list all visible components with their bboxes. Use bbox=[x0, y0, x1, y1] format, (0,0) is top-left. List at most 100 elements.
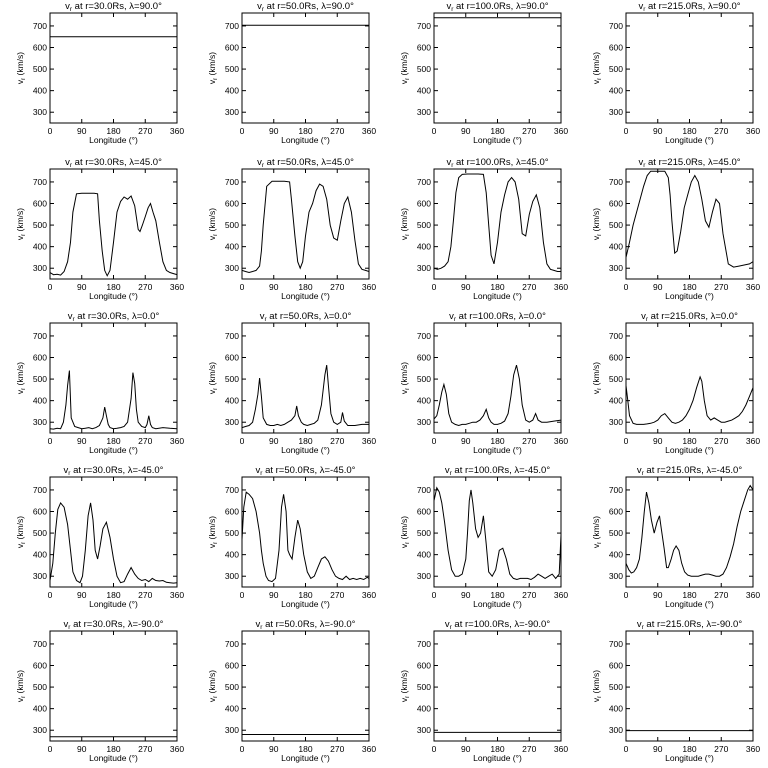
x-tick-label: 180 bbox=[490, 126, 504, 136]
x-tick-label: 180 bbox=[682, 126, 696, 136]
y-tick-label: 700 bbox=[417, 331, 431, 341]
x-tick-label: 90 bbox=[269, 744, 279, 754]
y-tick-label: 700 bbox=[33, 331, 47, 341]
chart-panel: 0 90 180 270 360 300 400 500 600 700 vr at r=215.0… bbox=[591, 1, 760, 145]
x-tick-label: 360 bbox=[746, 436, 760, 446]
y-axis-label: vr (km/s) bbox=[399, 362, 411, 394]
x-axis-label: Longitude (°) bbox=[89, 753, 138, 763]
y-tick-label: 300 bbox=[417, 417, 431, 427]
x-tick-label: 270 bbox=[138, 436, 152, 446]
x-tick-label: 180 bbox=[298, 282, 312, 292]
y-tick-label: 300 bbox=[225, 107, 239, 117]
y-tick-label: 600 bbox=[609, 43, 623, 53]
y-tick-label: 600 bbox=[225, 661, 239, 671]
x-tick-label: 0 bbox=[624, 590, 629, 600]
y-axis-label: vr (km/s) bbox=[15, 670, 27, 702]
y-axis-label: vr (km/s) bbox=[399, 208, 411, 240]
y-tick-label: 400 bbox=[609, 704, 623, 714]
y-tick-label: 700 bbox=[417, 485, 431, 495]
x-tick-label: 180 bbox=[298, 744, 312, 754]
x-tick-label: 270 bbox=[714, 744, 728, 754]
y-tick-label: 400 bbox=[609, 86, 623, 96]
x-axis-label: Longitude (°) bbox=[473, 445, 522, 455]
y-tick-label: 500 bbox=[609, 220, 623, 230]
x-tick-label: 180 bbox=[490, 744, 504, 754]
y-tick-label: 700 bbox=[609, 21, 623, 31]
y-tick-label: 300 bbox=[33, 107, 47, 117]
x-tick-label: 360 bbox=[554, 282, 568, 292]
x-tick-label: 90 bbox=[77, 590, 87, 600]
series-line bbox=[50, 501, 177, 584]
x-tick-label: 90 bbox=[77, 436, 87, 446]
x-tick-label: 270 bbox=[330, 744, 344, 754]
plot-frame bbox=[433, 476, 562, 588]
x-axis-label: Longitude (°) bbox=[473, 753, 522, 763]
chart-panel: 0 90 180 270 360 300 400 500 600 700 vr at r=30.0R… bbox=[15, 465, 184, 609]
chart-panel: 0 90 180 270 360 300 400 500 600 700 vr at r=100.0… bbox=[399, 1, 568, 145]
chart-title: vr at r=215.0Rs, λ=-90.0° bbox=[637, 619, 742, 631]
y-axis-label: vr (km/s) bbox=[591, 362, 603, 394]
y-tick-label: 600 bbox=[609, 353, 623, 363]
y-tick-label: 600 bbox=[33, 507, 47, 517]
y-tick-label: 400 bbox=[417, 86, 431, 96]
y-tick-label: 500 bbox=[417, 220, 431, 230]
y-tick-label: 700 bbox=[417, 21, 431, 31]
x-axis-label: Longitude (°) bbox=[281, 291, 330, 301]
y-tick-label: 600 bbox=[33, 353, 47, 363]
y-tick-label: 300 bbox=[225, 263, 239, 273]
y-tick-label: 500 bbox=[417, 528, 431, 538]
y-axis-label: vr (km/s) bbox=[399, 516, 411, 548]
x-tick-label: 90 bbox=[461, 126, 471, 136]
x-tick-label: 270 bbox=[714, 436, 728, 446]
x-axis-label: Longitude (°) bbox=[89, 291, 138, 301]
x-tick-label: 270 bbox=[330, 282, 344, 292]
series-line bbox=[50, 192, 177, 277]
y-tick-label: 600 bbox=[609, 507, 623, 517]
x-tick-label: 270 bbox=[522, 282, 536, 292]
plot-frame bbox=[241, 476, 370, 588]
chart-title: vr at r=50.0Rs, λ=45.0° bbox=[257, 157, 354, 169]
x-tick-label: 180 bbox=[490, 436, 504, 446]
y-tick-label: 600 bbox=[417, 43, 431, 53]
y-axis-label: vr (km/s) bbox=[399, 52, 411, 84]
chart-title: vr at r=100.0Rs, λ=90.0° bbox=[446, 1, 548, 13]
y-tick-label: 700 bbox=[609, 485, 623, 495]
y-tick-label: 400 bbox=[417, 242, 431, 252]
chart-title: vr at r=100.0Rs, λ=0.0° bbox=[449, 311, 546, 323]
y-axis-label: vr (km/s) bbox=[15, 52, 27, 84]
y-tick-label: 300 bbox=[33, 263, 47, 273]
y-tick-label: 600 bbox=[225, 507, 239, 517]
series-line bbox=[50, 370, 177, 430]
y-tick-label: 600 bbox=[609, 661, 623, 671]
chart-title: vr at r=30.0Rs, λ=90.0° bbox=[65, 1, 162, 13]
plot-frame bbox=[49, 322, 178, 434]
plot-frame bbox=[433, 630, 562, 742]
plot-frame bbox=[625, 168, 754, 280]
x-tick-label: 0 bbox=[432, 744, 437, 754]
y-tick-label: 500 bbox=[33, 220, 47, 230]
y-tick-label: 500 bbox=[609, 64, 623, 74]
chart-panel: 0 90 180 270 360 300 400 500 600 700 vr at r=50.0R… bbox=[207, 311, 376, 455]
x-axis-label: Longitude (°) bbox=[665, 599, 714, 609]
series-line bbox=[626, 484, 753, 577]
y-tick-label: 500 bbox=[609, 528, 623, 538]
y-tick-label: 400 bbox=[609, 242, 623, 252]
x-axis-label: Longitude (°) bbox=[473, 599, 522, 609]
y-tick-label: 700 bbox=[417, 639, 431, 649]
x-tick-label: 90 bbox=[77, 744, 87, 754]
y-tick-label: 500 bbox=[225, 682, 239, 692]
y-tick-label: 600 bbox=[417, 199, 431, 209]
y-axis-label: vr (km/s) bbox=[399, 670, 411, 702]
chart-title: vr at r=30.0Rs, λ=45.0° bbox=[65, 157, 162, 169]
x-tick-label: 0 bbox=[624, 744, 629, 754]
chart-title: vr at r=215.0Rs, λ=90.0° bbox=[638, 1, 740, 13]
y-axis-label: vr (km/s) bbox=[207, 670, 219, 702]
y-tick-label: 600 bbox=[33, 199, 47, 209]
plot-frame bbox=[241, 322, 370, 434]
y-tick-label: 500 bbox=[225, 374, 239, 384]
x-tick-label: 90 bbox=[77, 126, 87, 136]
plot-frame bbox=[49, 168, 178, 280]
chart-panel: 0 90 180 270 360 300 400 500 600 700 vr at r=50.0R… bbox=[207, 157, 376, 301]
x-axis-label: Longitude (°) bbox=[473, 135, 522, 145]
